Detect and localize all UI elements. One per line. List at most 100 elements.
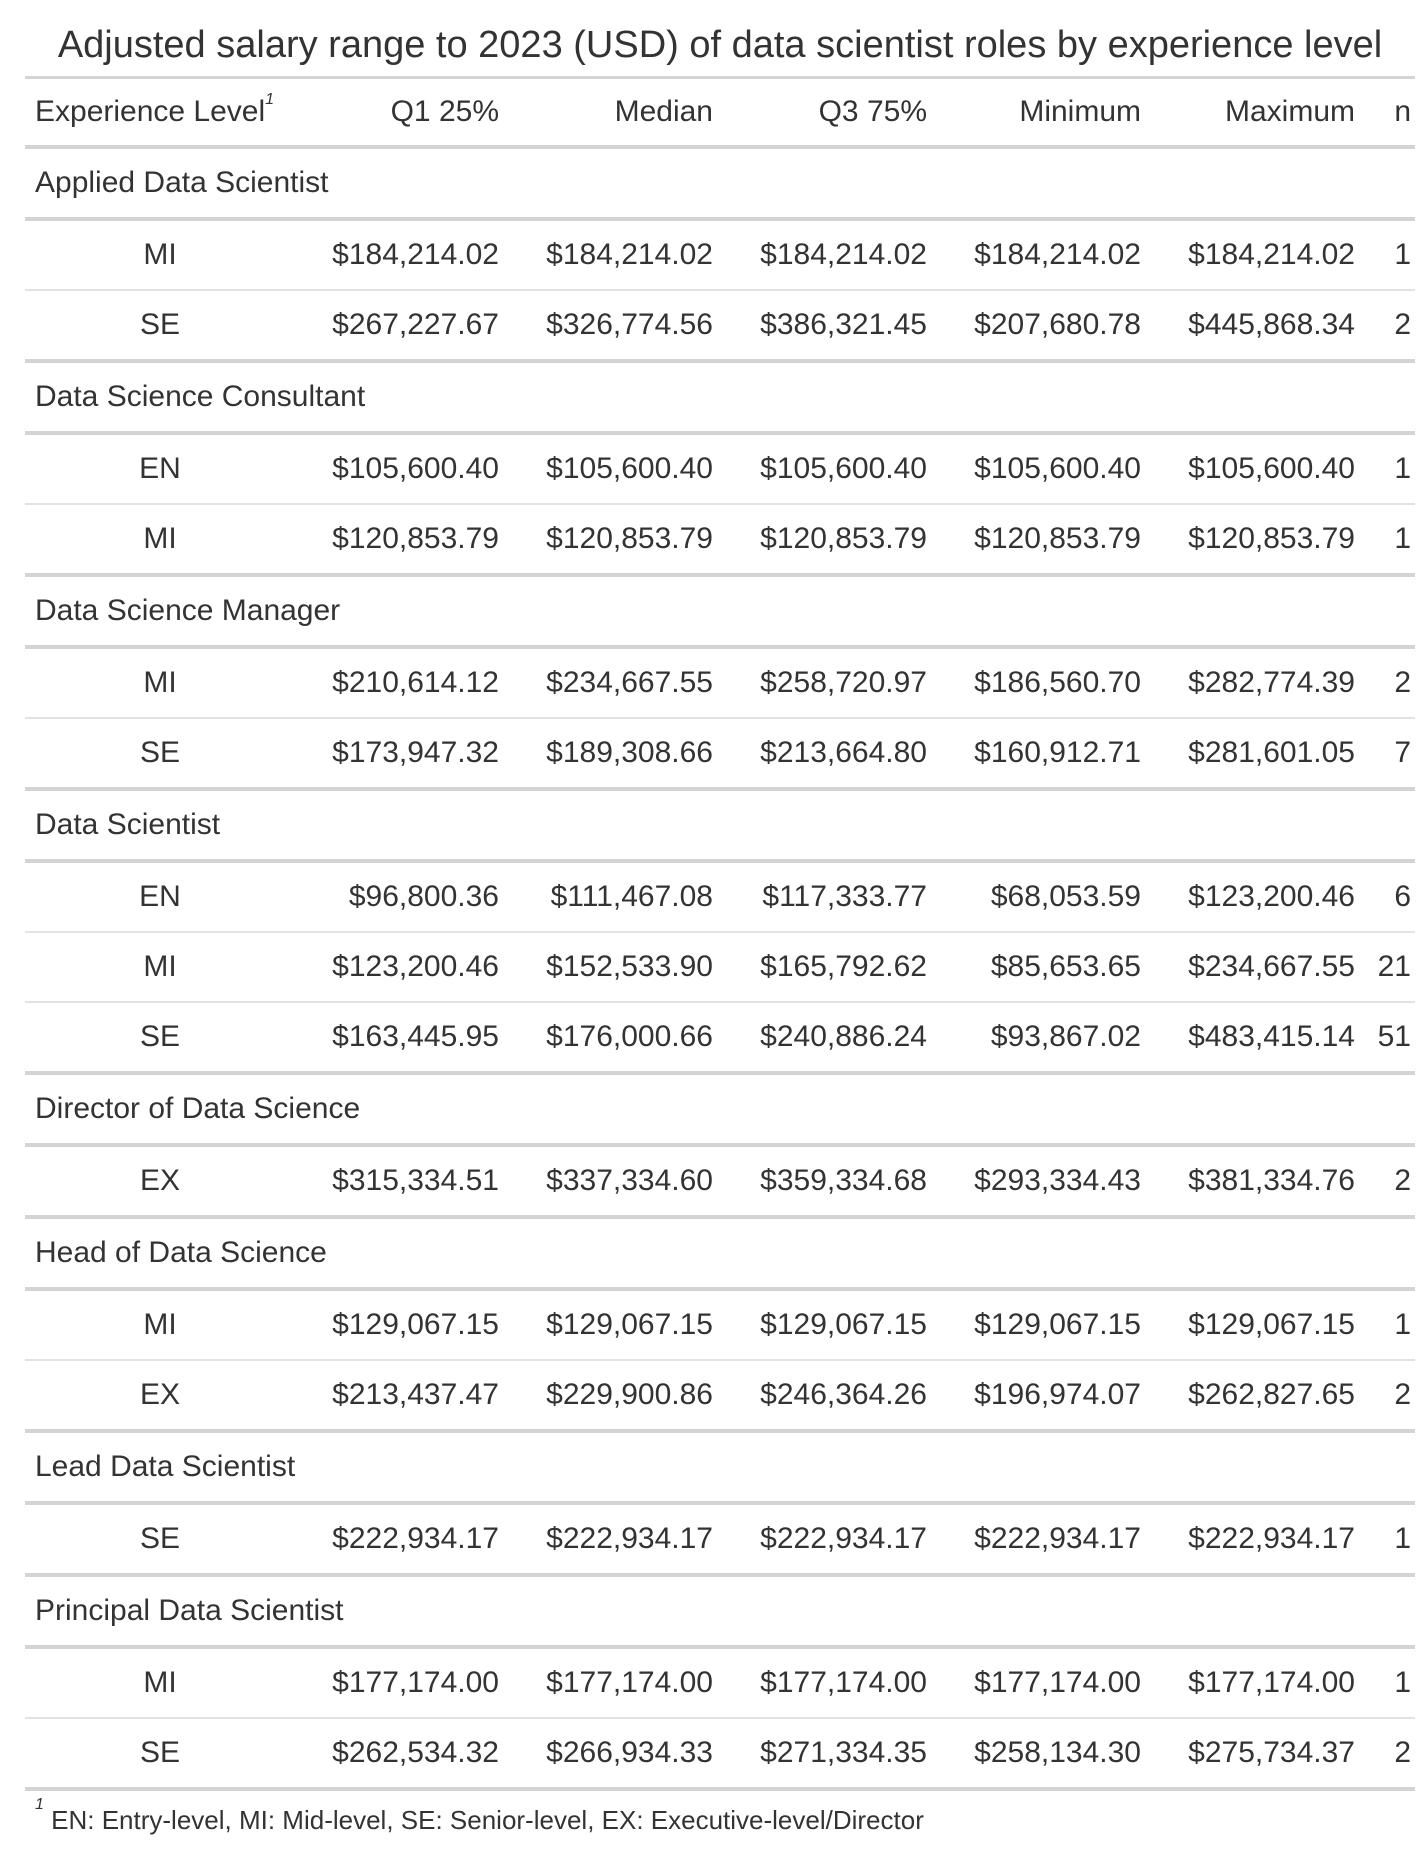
cell-q3: $105,600.40 bbox=[723, 433, 937, 505]
cell-maximum: $275,734.37 bbox=[1151, 1718, 1365, 1791]
cell-minimum: $85,653.65 bbox=[937, 932, 1151, 1003]
cell-experience-level: EN bbox=[25, 433, 295, 505]
group-label: Data Scientist bbox=[25, 789, 1415, 863]
salary-table-container: Adjusted salary range to 2023 (USD) of d… bbox=[25, 0, 1415, 1836]
cell-n: 1 bbox=[1365, 433, 1415, 505]
cell-q1: $163,445.95 bbox=[295, 1002, 509, 1075]
cell-q1: $210,614.12 bbox=[295, 647, 509, 719]
cell-q1: $262,534.32 bbox=[295, 1718, 509, 1791]
group-label: Head of Data Science bbox=[25, 1217, 1415, 1291]
table-row: MI $120,853.79 $120,853.79 $120,853.79 $120,… bbox=[25, 504, 1415, 577]
table-row: EX $213,437.47 $229,900.86 $246,364.26 $196,… bbox=[25, 1360, 1415, 1433]
table-row: EN $105,600.40 $105,600.40 $105,600.40 $105,… bbox=[25, 433, 1415, 505]
cell-maximum: $123,200.46 bbox=[1151, 861, 1365, 933]
cell-median: $229,900.86 bbox=[509, 1360, 723, 1433]
cell-n: 2 bbox=[1365, 1718, 1415, 1791]
cell-q3: $386,321.45 bbox=[723, 290, 937, 363]
cell-minimum: $293,334.43 bbox=[937, 1145, 1151, 1219]
cell-q1: $315,334.51 bbox=[295, 1145, 509, 1219]
cell-q3: $165,792.62 bbox=[723, 932, 937, 1003]
cell-q1: $120,853.79 bbox=[295, 504, 509, 577]
group-label: Data Science Consultant bbox=[25, 361, 1415, 435]
cell-experience-level: SE bbox=[25, 290, 295, 363]
cell-n: 1 bbox=[1365, 504, 1415, 577]
cell-median: $234,667.55 bbox=[509, 647, 723, 719]
cell-minimum: $93,867.02 bbox=[937, 1002, 1151, 1075]
group-row: Data Scientist bbox=[25, 789, 1415, 863]
salary-table: Experience Level1 Q1 25% Median Q3 75% M… bbox=[25, 79, 1415, 1791]
cell-q3: $222,934.17 bbox=[723, 1503, 937, 1577]
cell-maximum: $234,667.55 bbox=[1151, 932, 1365, 1003]
cell-q3: $129,067.15 bbox=[723, 1289, 937, 1361]
cell-experience-level: MI bbox=[25, 504, 295, 577]
cell-median: $326,774.56 bbox=[509, 290, 723, 363]
table-row: SE $173,947.32 $189,308.66 $213,664.80 $160,… bbox=[25, 718, 1415, 791]
cell-experience-level: MI bbox=[25, 219, 295, 291]
cell-maximum: $281,601.05 bbox=[1151, 718, 1365, 791]
cell-experience-level: SE bbox=[25, 1503, 295, 1577]
cell-maximum: $184,214.02 bbox=[1151, 219, 1365, 291]
cell-minimum: $120,853.79 bbox=[937, 504, 1151, 577]
cell-q1: $267,227.67 bbox=[295, 290, 509, 363]
cell-experience-level: EX bbox=[25, 1360, 295, 1433]
cell-minimum: $68,053.59 bbox=[937, 861, 1151, 933]
cell-n: 7 bbox=[1365, 718, 1415, 791]
group-label: Data Science Manager bbox=[25, 575, 1415, 649]
cell-n: 1 bbox=[1365, 219, 1415, 291]
cell-n: 2 bbox=[1365, 1360, 1415, 1433]
cell-minimum: $186,560.70 bbox=[937, 647, 1151, 719]
cell-minimum: $196,974.07 bbox=[937, 1360, 1151, 1433]
cell-q1: $177,174.00 bbox=[295, 1647, 509, 1719]
cell-q3: $177,174.00 bbox=[723, 1647, 937, 1719]
cell-n: 1 bbox=[1365, 1647, 1415, 1719]
table-row: EX $315,334.51 $337,334.60 $359,334.68 $293,… bbox=[25, 1145, 1415, 1219]
cell-maximum: $262,827.65 bbox=[1151, 1360, 1365, 1433]
cell-maximum: $381,334.76 bbox=[1151, 1145, 1365, 1219]
cell-median: $105,600.40 bbox=[509, 433, 723, 505]
table-row: SE $267,227.67 $326,774.56 $386,321.45 $207,… bbox=[25, 290, 1415, 363]
cell-n: 1 bbox=[1365, 1289, 1415, 1361]
cell-q3: $120,853.79 bbox=[723, 504, 937, 577]
group-row: Director of Data Science bbox=[25, 1073, 1415, 1147]
cell-maximum: $445,868.34 bbox=[1151, 290, 1365, 363]
cell-q1: $96,800.36 bbox=[295, 861, 509, 933]
cell-n: 6 bbox=[1365, 861, 1415, 933]
cell-minimum: $160,912.71 bbox=[937, 718, 1151, 791]
cell-q3: $117,333.77 bbox=[723, 861, 937, 933]
cell-n: 2 bbox=[1365, 1145, 1415, 1219]
cell-q1: $222,934.17 bbox=[295, 1503, 509, 1577]
group-label: Applied Data Scientist bbox=[25, 147, 1415, 221]
cell-median: $177,174.00 bbox=[509, 1647, 723, 1719]
header-n: n bbox=[1365, 79, 1415, 149]
group-label: Director of Data Science bbox=[25, 1073, 1415, 1147]
cell-q3: $184,214.02 bbox=[723, 219, 937, 291]
cell-experience-level: SE bbox=[25, 1002, 295, 1075]
cell-minimum: $105,600.40 bbox=[937, 433, 1151, 505]
cell-maximum: $105,600.40 bbox=[1151, 433, 1365, 505]
cell-minimum: $129,067.15 bbox=[937, 1289, 1151, 1361]
cell-experience-level: MI bbox=[25, 1647, 295, 1719]
header-experience-level: Experience Level1 bbox=[25, 79, 295, 149]
cell-median: $129,067.15 bbox=[509, 1289, 723, 1361]
cell-minimum: $222,934.17 bbox=[937, 1503, 1151, 1577]
cell-median: $120,853.79 bbox=[509, 504, 723, 577]
cell-minimum: $258,134.30 bbox=[937, 1718, 1151, 1791]
cell-q1: $129,067.15 bbox=[295, 1289, 509, 1361]
cell-q1: $105,600.40 bbox=[295, 433, 509, 505]
group-label: Principal Data Scientist bbox=[25, 1575, 1415, 1649]
cell-minimum: $207,680.78 bbox=[937, 290, 1151, 363]
cell-q3: $271,334.35 bbox=[723, 1718, 937, 1791]
cell-median: $111,467.08 bbox=[509, 861, 723, 933]
cell-median: $222,934.17 bbox=[509, 1503, 723, 1577]
cell-maximum: $120,853.79 bbox=[1151, 504, 1365, 577]
group-label: Lead Data Scientist bbox=[25, 1431, 1415, 1505]
group-row: Head of Data Science bbox=[25, 1217, 1415, 1291]
cell-experience-level: MI bbox=[25, 932, 295, 1003]
cell-experience-level: EN bbox=[25, 861, 295, 933]
footnote-marker: 1 bbox=[35, 1796, 44, 1814]
cell-experience-level: SE bbox=[25, 718, 295, 791]
cell-q1: $123,200.46 bbox=[295, 932, 509, 1003]
table-row: MI $210,614.12 $234,667.55 $258,720.97 $186,… bbox=[25, 647, 1415, 719]
cell-median: $176,000.66 bbox=[509, 1002, 723, 1075]
cell-q3: $213,664.80 bbox=[723, 718, 937, 791]
